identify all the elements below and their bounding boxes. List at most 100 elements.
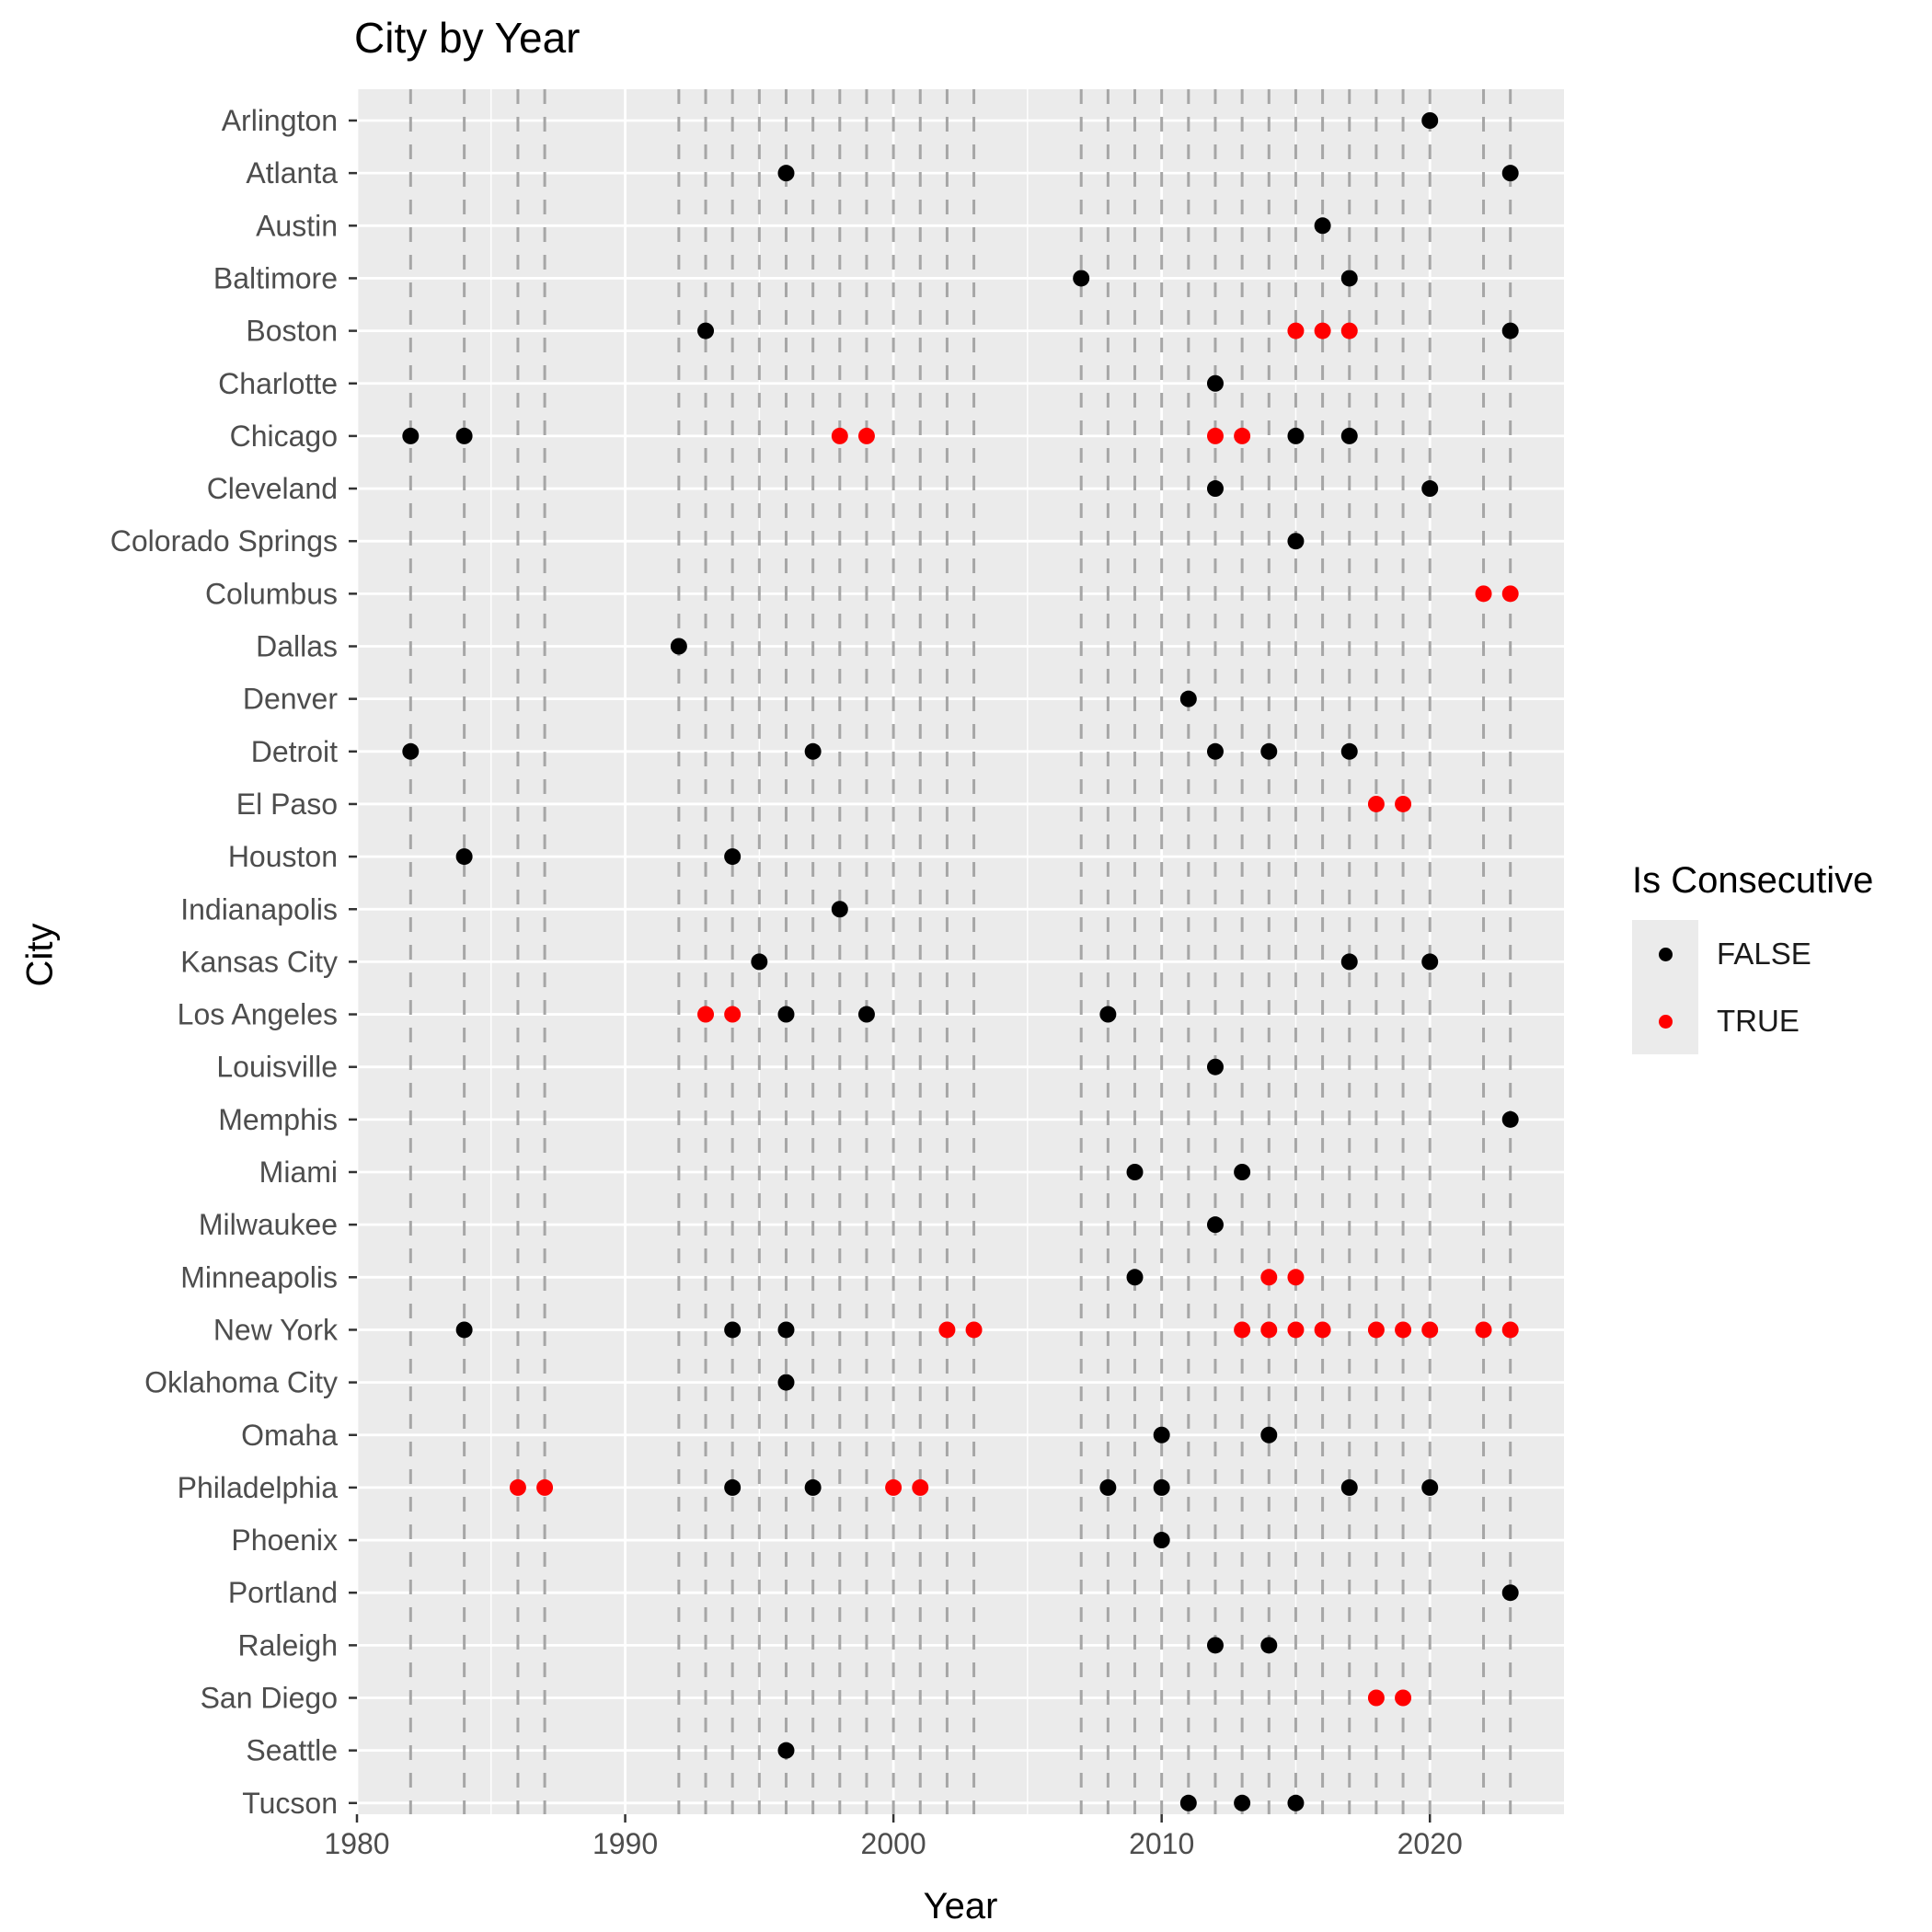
data-point-false <box>1287 1794 1305 1811</box>
x-tick-label: 2010 <box>1129 1827 1194 1860</box>
data-point-false <box>1260 742 1278 760</box>
data-point-true <box>509 1478 526 1496</box>
data-point-false <box>1179 1794 1197 1811</box>
legend-item-true: TRUE <box>1632 987 1926 1054</box>
y-tick-label: Austin <box>256 209 338 242</box>
data-point-false <box>804 1478 822 1496</box>
plot-panel <box>357 89 1564 1814</box>
data-point-false <box>1501 1584 1519 1602</box>
y-tick-label: Louisville <box>216 1051 338 1084</box>
y-tick-label: Boston <box>246 315 338 348</box>
legend-item-false: FALSE <box>1632 920 1926 987</box>
data-point-false <box>1314 217 1331 235</box>
data-point-false <box>1206 742 1224 760</box>
data-point-true <box>1287 1321 1305 1339</box>
y-tick-label: Colorado Springs <box>110 524 338 558</box>
data-point-true <box>1234 1321 1251 1339</box>
data-point-false <box>1421 953 1439 971</box>
data-point-true <box>1395 1321 1412 1339</box>
y-tick-label: Denver <box>243 683 339 716</box>
y-tick-label: Oklahoma City <box>144 1366 338 1399</box>
data-point-false <box>1153 1532 1170 1549</box>
data-point-false <box>1501 165 1519 182</box>
data-point-false <box>1099 1006 1117 1023</box>
y-tick-label: New York <box>213 1313 339 1346</box>
data-point-false <box>1340 742 1358 760</box>
y-tick-label: Phoenix <box>231 1524 338 1557</box>
data-point-false <box>455 427 473 444</box>
y-tick-label: Detroit <box>251 735 338 768</box>
data-point-false <box>724 1321 742 1339</box>
data-point-true <box>1395 1689 1412 1707</box>
legend: Is Consecutive FALSE TRUE <box>1632 860 1926 1054</box>
data-point-false <box>1206 374 1224 392</box>
x-axis: 1980 1990 2000 2010 2020 <box>324 1814 1463 1860</box>
legend-title: Is Consecutive <box>1632 860 1874 901</box>
legend-label-false: FALSE <box>1717 936 1811 971</box>
y-tick-label: San Diego <box>201 1682 338 1715</box>
data-point-true <box>965 1321 983 1339</box>
data-point-false <box>1206 1216 1224 1234</box>
data-point-false <box>1126 1164 1144 1180</box>
data-point-false <box>1260 1426 1278 1443</box>
data-point-false <box>1421 480 1439 498</box>
y-tick-label: Omaha <box>241 1419 338 1452</box>
data-point-false <box>1099 1478 1117 1496</box>
data-point-true <box>1287 322 1305 339</box>
y-tick-label: Memphis <box>218 1103 338 1136</box>
data-point-true <box>938 1321 956 1339</box>
y-tick-label: Dallas <box>256 630 338 663</box>
dashed-reference-lines <box>408 89 1512 1814</box>
data-point-true <box>1367 795 1385 812</box>
x-tick-label: 2020 <box>1397 1827 1463 1860</box>
data-point-true <box>697 1006 715 1023</box>
x-axis-title: Year <box>923 1886 998 1926</box>
y-tick-label: Los Angeles <box>178 998 338 1031</box>
data-points <box>402 112 1519 1811</box>
data-point-true <box>1501 1321 1519 1339</box>
y-tick-label: Portland <box>228 1576 338 1609</box>
y-tick-label: Milwaukee <box>199 1208 338 1241</box>
data-point-false <box>1421 112 1439 129</box>
y-axis: Arlington Atlanta Austin Baltimore Boston Cha… <box>110 104 357 1820</box>
data-point-false <box>724 1478 742 1496</box>
data-point-true <box>912 1478 929 1496</box>
data-point-true <box>724 1006 742 1023</box>
y-tick-label: Indianapolis <box>180 892 338 926</box>
data-point-true <box>1395 795 1412 812</box>
y-tick-label: Raleigh <box>237 1628 338 1662</box>
data-point-true <box>885 1478 903 1496</box>
data-point-false <box>455 1321 473 1339</box>
x-tick-label: 1980 <box>324 1827 389 1860</box>
data-point-false <box>1126 1269 1144 1286</box>
data-point-true <box>831 427 848 444</box>
data-point-false <box>1340 427 1358 444</box>
data-point-false <box>751 953 768 971</box>
data-point-false <box>804 742 822 760</box>
data-point-true <box>1287 1269 1305 1286</box>
data-point-true <box>536 1478 554 1496</box>
data-point-false <box>402 427 420 444</box>
legend-dot-true <box>1659 1015 1673 1029</box>
data-point-true <box>1260 1269 1278 1286</box>
data-point-false <box>1501 322 1519 339</box>
data-point-false <box>1073 270 1090 287</box>
data-point-true <box>857 427 875 444</box>
y-tick-label: Chicago <box>230 420 338 453</box>
y-tick-label: Minneapolis <box>180 1260 338 1294</box>
x-tick-label: 1990 <box>592 1827 658 1860</box>
data-point-false <box>1340 270 1358 287</box>
data-point-false <box>1179 690 1197 707</box>
y-tick-label: Columbus <box>205 577 338 610</box>
data-point-false <box>697 322 715 339</box>
data-point-false <box>777 1321 795 1339</box>
data-point-false <box>402 742 420 760</box>
data-point-false <box>1153 1426 1170 1443</box>
data-point-true <box>1314 1321 1331 1339</box>
data-point-false <box>831 901 848 918</box>
data-point-true <box>1314 322 1331 339</box>
data-point-false <box>1501 1110 1519 1128</box>
x-tick-label: 2000 <box>861 1827 926 1860</box>
